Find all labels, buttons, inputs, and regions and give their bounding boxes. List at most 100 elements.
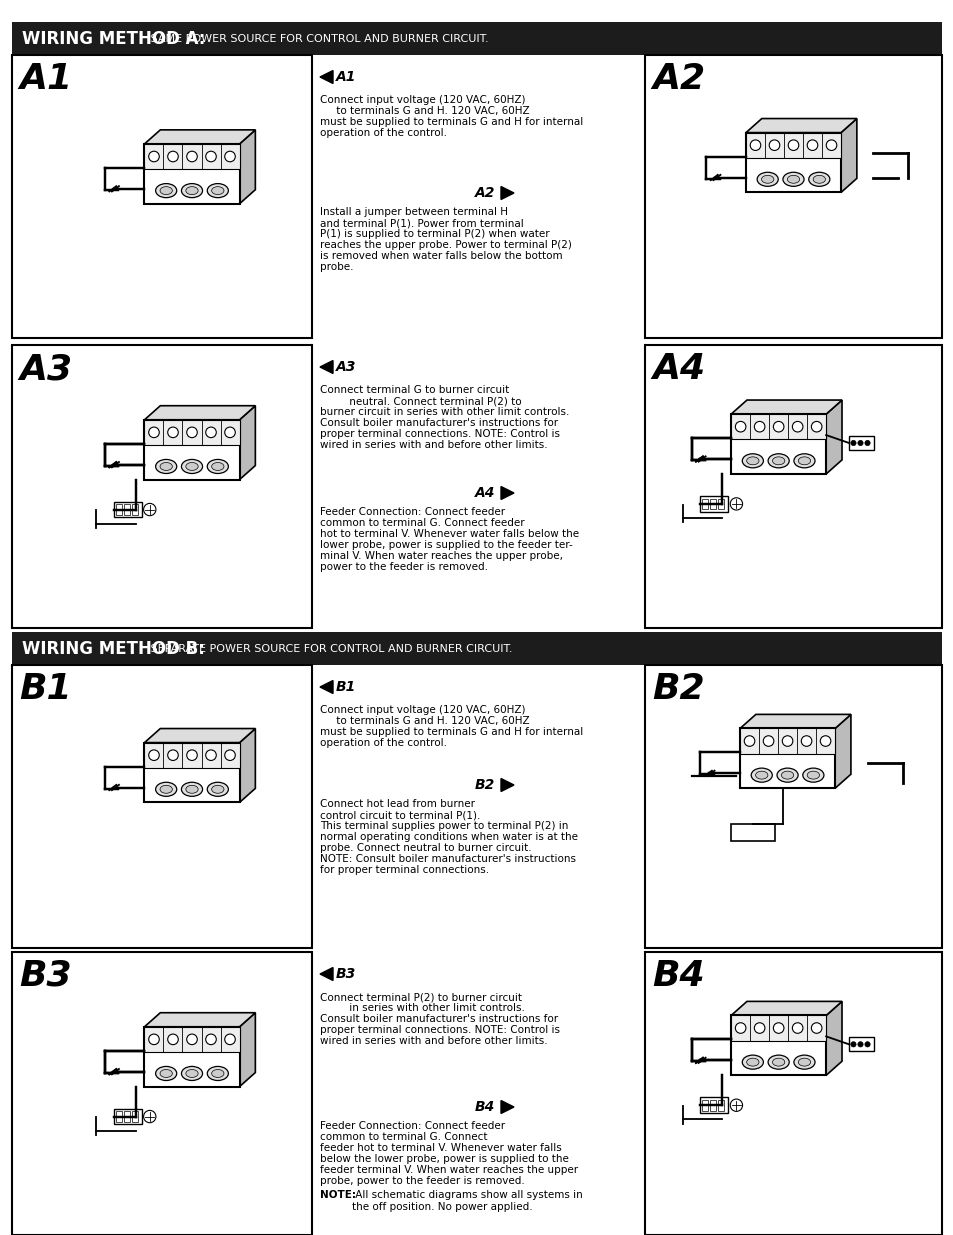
Text: in series with other limit controls.: in series with other limit controls. [319, 1003, 524, 1013]
Bar [644, 56, 941, 338]
Circle shape [801, 736, 811, 746]
Circle shape [187, 1034, 197, 1045]
Ellipse shape [750, 768, 772, 782]
Polygon shape [825, 1002, 841, 1076]
Text: lower probe, power is supplied to the feeder ter-: lower probe, power is supplied to the fe… [319, 540, 572, 550]
Circle shape [168, 427, 178, 437]
Text: This terminal supplies power to terminal P(2) in: This terminal supplies power to terminal… [319, 821, 568, 831]
Text: P(1) is supplied to terminal P(2) when water: P(1) is supplied to terminal P(2) when w… [319, 228, 549, 240]
Bar [848, 1037, 873, 1051]
Ellipse shape [155, 782, 176, 797]
Polygon shape [841, 119, 856, 193]
Text: proper terminal connections. NOTE: Control is: proper terminal connections. NOTE: Contr… [319, 429, 559, 438]
Circle shape [864, 1041, 869, 1047]
Polygon shape [319, 967, 333, 981]
Polygon shape [144, 1013, 255, 1026]
Polygon shape [319, 361, 333, 373]
Ellipse shape [793, 453, 814, 468]
Ellipse shape [812, 175, 824, 183]
Ellipse shape [155, 1067, 176, 1081]
Bar [12, 56, 312, 338]
Text: All schematic diagrams show all systems in
the off position. No power applied.: All schematic diagrams show all systems … [352, 1191, 582, 1212]
Ellipse shape [741, 453, 762, 468]
Polygon shape [500, 186, 514, 200]
Text: B3: B3 [19, 960, 71, 993]
Text: Install a jumper between terminal H: Install a jumper between terminal H [319, 207, 507, 217]
Circle shape [729, 1099, 741, 1112]
Text: feeder hot to terminal V. Whenever water falls: feeder hot to terminal V. Whenever water… [319, 1144, 561, 1153]
Bar [730, 414, 825, 440]
Polygon shape [239, 1013, 255, 1087]
Polygon shape [144, 406, 255, 420]
Text: A1: A1 [335, 70, 356, 84]
Ellipse shape [212, 462, 224, 471]
Text: proper terminal connections. NOTE: Control is: proper terminal connections. NOTE: Contr… [319, 1025, 559, 1035]
Text: A4: A4 [475, 487, 495, 500]
Circle shape [857, 1041, 862, 1047]
Polygon shape [825, 400, 841, 474]
Bar [709, 499, 716, 509]
Bar [745, 132, 841, 158]
Bar [144, 420, 239, 479]
Text: normal operating conditions when water is at the: normal operating conditions when water i… [319, 832, 578, 842]
Bar [132, 1112, 137, 1121]
Bar [113, 501, 142, 517]
Ellipse shape [207, 1067, 228, 1081]
Polygon shape [144, 130, 255, 144]
Bar [144, 144, 239, 204]
Circle shape [864, 441, 869, 446]
Ellipse shape [767, 1055, 788, 1070]
Ellipse shape [160, 462, 172, 471]
Ellipse shape [181, 459, 202, 473]
Text: A2: A2 [651, 62, 704, 96]
Bar [644, 952, 941, 1235]
Circle shape [820, 736, 830, 746]
Ellipse shape [155, 184, 176, 198]
Bar [132, 504, 137, 515]
Polygon shape [834, 714, 850, 788]
Text: for proper terminal connections.: for proper terminal connections. [319, 864, 489, 876]
Circle shape [225, 1034, 235, 1045]
Bar [144, 1026, 239, 1087]
Circle shape [825, 140, 836, 151]
Text: B2: B2 [651, 672, 704, 706]
Ellipse shape [760, 175, 773, 183]
Circle shape [781, 736, 792, 746]
Circle shape [735, 421, 745, 432]
Ellipse shape [741, 1055, 762, 1070]
Ellipse shape [802, 768, 823, 782]
Bar [12, 22, 941, 56]
Bar [113, 1109, 142, 1125]
Ellipse shape [207, 782, 228, 797]
Circle shape [206, 427, 216, 437]
Ellipse shape [160, 186, 172, 195]
Text: WIRING METHOD A:: WIRING METHOD A: [22, 30, 205, 47]
Bar [644, 345, 941, 629]
Circle shape [206, 1034, 216, 1045]
Bar [701, 1100, 708, 1110]
Text: control circuit to terminal P(1).: control circuit to terminal P(1). [319, 810, 480, 820]
Bar [740, 729, 834, 753]
Text: B1: B1 [19, 672, 71, 706]
Polygon shape [319, 70, 333, 84]
Ellipse shape [181, 184, 202, 198]
Text: Connect input voltage (120 VAC, 60HZ): Connect input voltage (120 VAC, 60HZ) [319, 705, 525, 715]
Polygon shape [239, 406, 255, 479]
Circle shape [773, 421, 783, 432]
Polygon shape [239, 130, 255, 204]
Circle shape [850, 1041, 855, 1047]
Text: B4: B4 [651, 960, 704, 993]
Text: A3: A3 [335, 359, 356, 374]
Ellipse shape [186, 785, 198, 793]
Circle shape [850, 441, 855, 446]
Circle shape [225, 427, 235, 437]
Text: neutral. Connect terminal P(2) to: neutral. Connect terminal P(2) to [319, 396, 521, 406]
Text: Connect input voltage (120 VAC, 60HZ): Connect input voltage (120 VAC, 60HZ) [319, 95, 525, 105]
Text: to terminals G and H. 120 VAC, 60HZ: to terminals G and H. 120 VAC, 60HZ [319, 716, 529, 726]
Circle shape [149, 151, 159, 162]
Ellipse shape [772, 1058, 784, 1066]
Circle shape [225, 750, 235, 761]
Text: feeder terminal V. When water reaches the upper: feeder terminal V. When water reaches th… [319, 1165, 578, 1174]
Circle shape [787, 140, 798, 151]
Ellipse shape [786, 175, 799, 183]
